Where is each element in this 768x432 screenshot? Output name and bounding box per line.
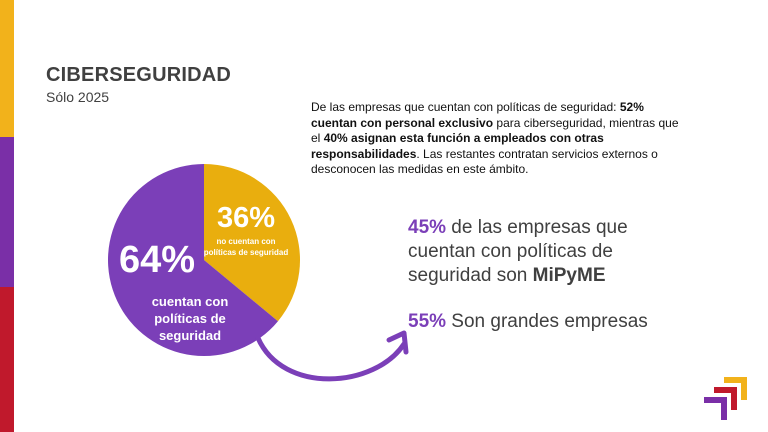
desc-part-2: para ciberseguridad, mientras que el (311, 115, 679, 146)
logo-chevron-red (714, 387, 737, 410)
pie-pct-36: 36% (217, 202, 275, 234)
description-text: De las empresas que cuentan con política… (311, 100, 681, 178)
page-title: CIBERSEGURIDAD (46, 64, 232, 86)
pie-pct-64: 64% (119, 239, 195, 281)
desc-bold-2: 40% asignan esta función a empleados con… (311, 131, 604, 161)
pie-label-64-line3: seguridad (159, 328, 221, 343)
pie-label-64-line1: cuentan con (152, 294, 229, 309)
stat-1-text: de las empresas que cuentan con política… (408, 217, 628, 286)
brand-chevron-logo-icon (704, 377, 747, 420)
pie-slice-64 (107, 164, 278, 356)
stat-1-pct: 45% (408, 217, 447, 238)
pie-slices (107, 164, 300, 356)
stat-1-bold: MiPyME (532, 265, 606, 286)
desc-part-3: . Las restantes contratan servicios exte… (311, 146, 658, 177)
pie-label-36-line2: políticas de seguridad (204, 248, 289, 257)
arrow-curve (255, 335, 407, 382)
page-subtitle: Sólo 2025 (46, 89, 110, 105)
stat-2-text: Son grandes empresas (446, 311, 648, 332)
stat-mipyme: 45% de las empresas que cuentan con polí… (408, 216, 668, 288)
side-stripe-yellow (0, 0, 14, 137)
arrow-head (386, 330, 409, 355)
pie-slice-36 (204, 164, 300, 322)
stat-2-pct: 55% (408, 311, 447, 332)
pie-label-64-line2: políticas de (154, 311, 226, 326)
desc-part-1: De las empresas que cuentan con política… (311, 100, 620, 114)
stat-grandes: 55% Son grandes empresas (408, 310, 708, 334)
desc-bold-1: 52% cuentan con personal exclusivo (311, 100, 644, 130)
side-stripe-purple (0, 137, 14, 287)
logo-chevron-purple (704, 397, 727, 420)
side-stripe-red (0, 287, 14, 432)
logo-chevron-yellow (724, 377, 747, 400)
pie-label-36-line1: no cuentan con (216, 237, 275, 246)
